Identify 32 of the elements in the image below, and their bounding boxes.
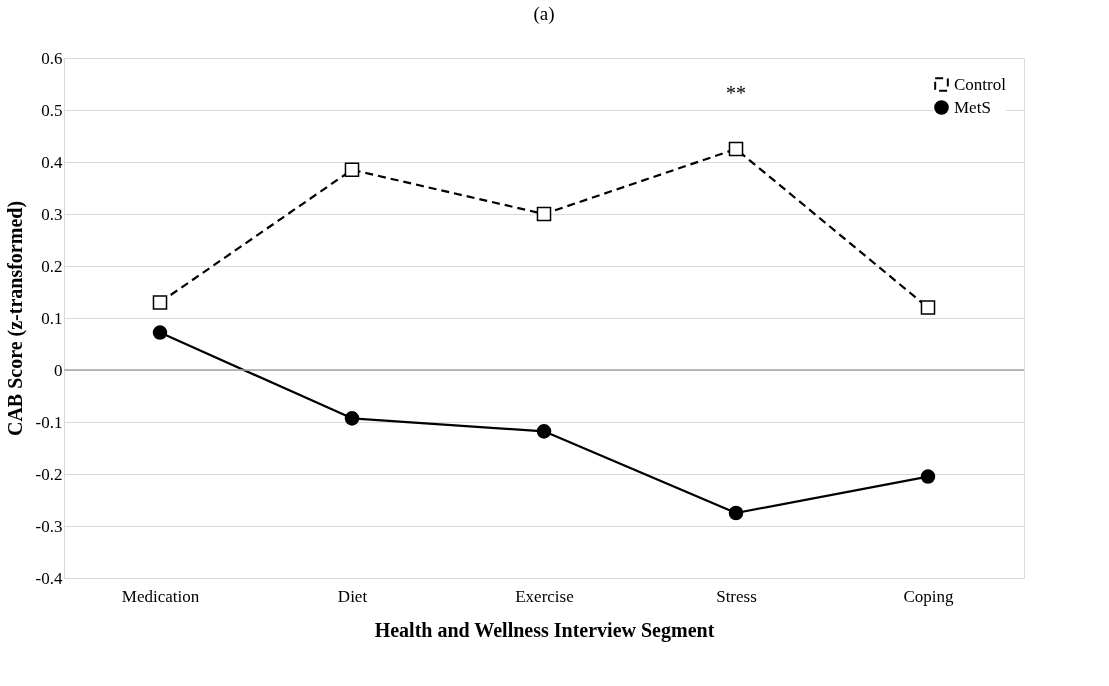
y-tick-label: -0.2: [35, 464, 63, 484]
x-tick-label: Stress: [716, 586, 757, 606]
point: [920, 300, 936, 315]
x-tick-label: Diet: [337, 586, 368, 606]
point: [344, 162, 360, 178]
point: [536, 424, 552, 439]
point: [344, 411, 360, 426]
y-tick-label: 0.1: [41, 308, 63, 328]
point: [728, 141, 744, 157]
y-axis-title: CAB Score (z-transformed): [3, 200, 27, 437]
point: [920, 469, 936, 484]
y-tick-label: -0.4: [35, 568, 63, 588]
x-tick-label: Exercise: [515, 586, 574, 606]
y-tick-label: -0.3: [35, 516, 63, 536]
x-axis-title: Health and Wellness Interview Segment: [374, 618, 715, 642]
point: [152, 325, 168, 340]
point: [728, 505, 744, 521]
x-tick-label: Medication: [121, 586, 200, 606]
y-tick-label: 0.2: [41, 256, 63, 276]
legend-label: MetS: [954, 97, 991, 117]
chart-title: (a): [533, 3, 555, 25]
y-tick-label: -0.1: [35, 412, 63, 432]
y-tick-label: 0.6: [41, 48, 63, 68]
y-tick-label: 0.3: [41, 204, 63, 224]
x-tick-label: Coping: [903, 586, 955, 606]
annotation: **: [726, 82, 746, 104]
point: [536, 206, 552, 222]
point: [152, 295, 168, 310]
y-tick-label: 0.4: [41, 152, 63, 172]
y-tick-label: 0: [54, 360, 63, 380]
legend-label: Control: [954, 74, 1007, 94]
y-tick-label: 0.5: [41, 100, 63, 120]
